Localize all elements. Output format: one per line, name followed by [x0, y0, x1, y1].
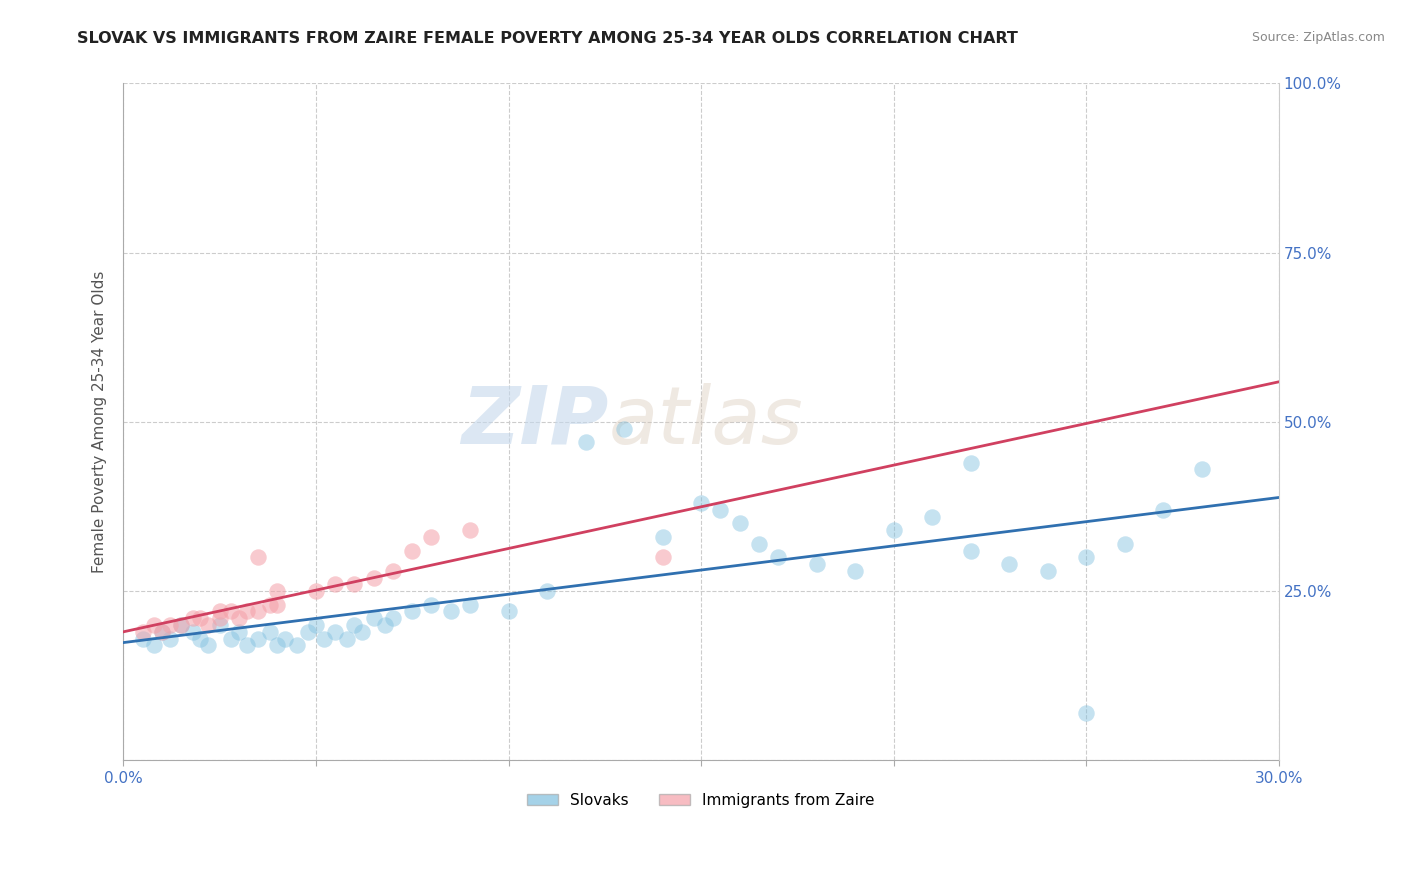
Point [1076, 550, 1098, 565]
Point [170, 618, 193, 632]
Point [766, 550, 789, 565]
Point [363, 571, 385, 585]
Point [235, 604, 257, 618]
Point [197, 618, 219, 632]
Point [266, 584, 288, 599]
Legend: Slovaks, Immigrants from Zaire: Slovaks, Immigrants from Zaire [522, 787, 880, 814]
Point [381, 611, 404, 625]
Point [420, 598, 443, 612]
Point [170, 618, 193, 632]
Point [305, 618, 328, 632]
Point [247, 604, 270, 618]
Point [401, 604, 423, 618]
Point [181, 624, 204, 639]
Point [143, 638, 166, 652]
Point [574, 435, 596, 450]
Point [188, 632, 211, 646]
Y-axis label: Female Poverty Among 25-34 Year Olds: Female Poverty Among 25-34 Year Olds [93, 271, 107, 573]
Point [305, 584, 328, 599]
Point [883, 523, 905, 537]
Point [458, 598, 481, 612]
Point [228, 624, 250, 639]
Point [336, 632, 359, 646]
Point [259, 624, 281, 639]
Point [188, 611, 211, 625]
Point [159, 632, 181, 646]
Point [613, 422, 636, 436]
Point [690, 496, 713, 510]
Text: Source: ZipAtlas.com: Source: ZipAtlas.com [1251, 31, 1385, 45]
Point [266, 598, 288, 612]
Point [247, 632, 270, 646]
Point [651, 550, 673, 565]
Point [208, 611, 231, 625]
Point [536, 584, 558, 599]
Point [131, 632, 153, 646]
Point [143, 618, 166, 632]
Text: SLOVAK VS IMMIGRANTS FROM ZAIRE FEMALE POVERTY AMONG 25-34 YEAR OLDS CORRELATION: SLOVAK VS IMMIGRANTS FROM ZAIRE FEMALE P… [77, 31, 1018, 46]
Point [921, 509, 943, 524]
Point [458, 523, 481, 537]
Text: ZIP: ZIP [461, 383, 609, 461]
Point [1114, 537, 1136, 551]
Point [806, 557, 828, 571]
Point [352, 624, 374, 639]
Point [498, 604, 520, 618]
Point [181, 611, 204, 625]
Point [343, 618, 366, 632]
Point [208, 604, 231, 618]
Point [374, 618, 396, 632]
Point [1152, 503, 1174, 517]
Point [709, 503, 731, 517]
Point [150, 624, 173, 639]
Point [959, 543, 981, 558]
Point [159, 618, 181, 632]
Point [651, 530, 673, 544]
Point [131, 624, 153, 639]
Point [312, 632, 335, 646]
Point [343, 577, 366, 591]
Point [381, 564, 404, 578]
Point [247, 550, 270, 565]
Point [197, 638, 219, 652]
Point [274, 632, 297, 646]
Point [219, 604, 242, 618]
Point [998, 557, 1021, 571]
Point [1036, 564, 1059, 578]
Point [219, 632, 242, 646]
Point [228, 611, 250, 625]
Point [420, 530, 443, 544]
Point [844, 564, 866, 578]
Point [728, 516, 751, 531]
Point [259, 598, 281, 612]
Point [208, 618, 231, 632]
Point [748, 537, 770, 551]
Point [1191, 462, 1213, 476]
Text: atlas: atlas [609, 383, 803, 461]
Point [150, 624, 173, 639]
Point [440, 604, 463, 618]
Point [285, 638, 308, 652]
Point [401, 543, 423, 558]
Point [323, 577, 346, 591]
Point [363, 611, 385, 625]
Point [235, 638, 257, 652]
Point [959, 456, 981, 470]
Point [323, 624, 346, 639]
Point [1076, 706, 1098, 720]
Point [266, 638, 288, 652]
Point [297, 624, 319, 639]
